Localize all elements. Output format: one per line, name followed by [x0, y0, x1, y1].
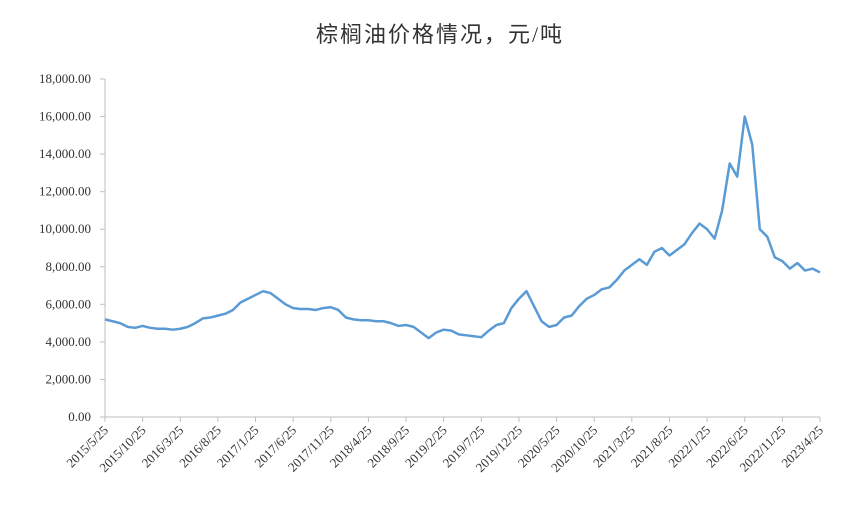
y-tick-label: 18,000.00 [39, 71, 91, 86]
y-tick-label: 14,000.00 [39, 146, 91, 161]
y-tick-label: 4,000.00 [46, 334, 92, 349]
y-tick-label: 16,000.00 [39, 109, 91, 124]
y-tick-label: 10,000.00 [39, 221, 91, 236]
y-tick-label: 12,000.00 [39, 184, 91, 199]
y-tick-label: 0.00 [68, 409, 91, 424]
y-tick-label: 6,000.00 [46, 296, 92, 311]
x-tick-label: 2023/4/25 [778, 423, 826, 471]
chart-title: 棕榈油价格情况，元/吨 [316, 22, 564, 47]
line-series [104, 115, 821, 340]
y-tick-label: 2,000.00 [46, 371, 92, 386]
y-tick-label: 8,000.00 [46, 259, 92, 274]
